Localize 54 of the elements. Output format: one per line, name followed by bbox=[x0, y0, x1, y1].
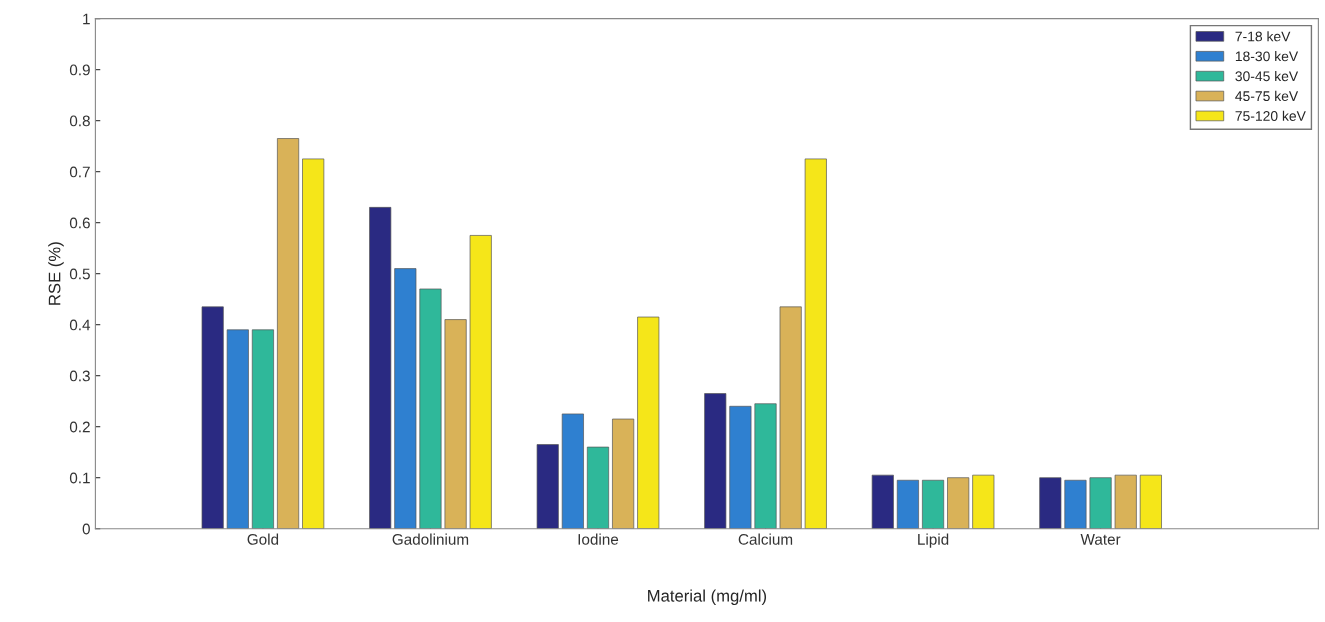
y-axis-title: RSE (%) bbox=[48, 242, 64, 305]
y-tick-label: 0.3 bbox=[69, 370, 90, 382]
x-tick-label: Lipid bbox=[918, 533, 949, 548]
bar bbox=[871, 474, 894, 529]
bar bbox=[612, 418, 635, 529]
x-axis-title: Material (mg/ml) bbox=[648, 589, 767, 606]
bar bbox=[469, 235, 492, 529]
y-tick-label: 0.1 bbox=[69, 472, 90, 484]
bar bbox=[922, 479, 945, 529]
bar bbox=[972, 474, 995, 529]
bar bbox=[302, 158, 325, 529]
y-tick-label: 0.6 bbox=[69, 217, 90, 229]
bar bbox=[369, 207, 392, 529]
bar bbox=[419, 288, 442, 529]
bar bbox=[251, 329, 274, 529]
bar bbox=[1064, 479, 1087, 529]
y-tick-label: 0.8 bbox=[69, 115, 90, 127]
bar bbox=[561, 413, 584, 529]
y-tick-label: 0.4 bbox=[69, 319, 91, 331]
bar bbox=[394, 268, 417, 529]
y-tick-label: 0.2 bbox=[69, 421, 90, 433]
legend-label: 45-75 keV bbox=[1235, 90, 1299, 102]
bar bbox=[804, 158, 827, 529]
bar bbox=[586, 446, 610, 529]
bar bbox=[779, 306, 802, 529]
bar bbox=[226, 329, 249, 529]
bar bbox=[1089, 477, 1112, 529]
bar bbox=[729, 405, 752, 529]
legend-label: 18-30 keV bbox=[1235, 51, 1299, 62]
bar bbox=[444, 319, 467, 529]
x-tick-label: Iodine bbox=[578, 533, 619, 545]
bar bbox=[277, 138, 300, 529]
bar bbox=[201, 306, 224, 529]
y-tick-label: 0.9 bbox=[69, 64, 90, 76]
bar bbox=[1114, 474, 1137, 529]
bar bbox=[704, 393, 727, 529]
y-tick-label: 0.5 bbox=[69, 268, 90, 280]
y-tick-label: 1 bbox=[83, 13, 90, 25]
bar bbox=[754, 403, 777, 529]
bar bbox=[1139, 474, 1162, 529]
y-tick-label: 0.7 bbox=[69, 166, 90, 178]
bar bbox=[536, 444, 559, 529]
bar bbox=[947, 477, 970, 529]
bar bbox=[637, 316, 660, 529]
y-tick-label: 0 bbox=[82, 523, 90, 535]
legend-label: 7-18 keV bbox=[1235, 31, 1291, 42]
x-tick-label: Gold bbox=[247, 533, 279, 545]
bar bbox=[896, 479, 919, 529]
x-tick-label: Calcium bbox=[738, 533, 793, 545]
bar bbox=[1039, 477, 1062, 529]
x-tick-label: Water bbox=[1080, 534, 1121, 545]
legend-label: 75-120 keV bbox=[1235, 110, 1306, 121]
legend-label: 30-45 keV bbox=[1235, 70, 1299, 82]
x-tick-label: Gadolinium bbox=[392, 533, 469, 545]
